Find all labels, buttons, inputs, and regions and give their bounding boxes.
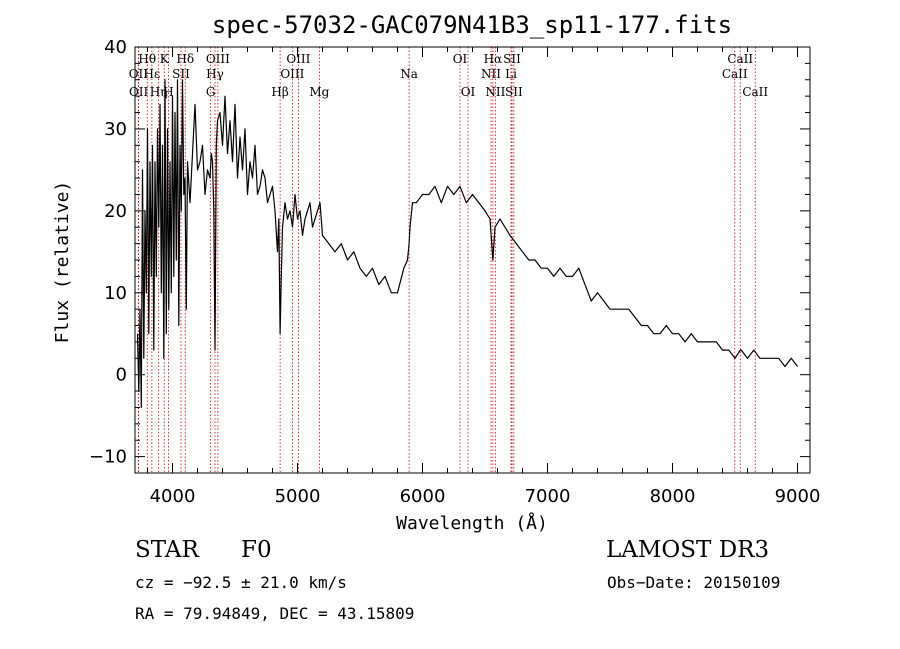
line-label-6: H: [163, 85, 173, 99]
y-axis-label: Flux (relative): [52, 181, 73, 344]
line-label-0: OII: [129, 67, 149, 81]
obs-date: Obs−Date: 20150109: [607, 573, 781, 592]
y-tick-label: 0: [116, 365, 127, 386]
line-label-7: SII: [172, 67, 190, 81]
line-label-5: K: [160, 52, 170, 66]
survey-name: LAMOST DR3: [606, 537, 770, 563]
line-label-14: OIII: [280, 67, 304, 81]
x-tick-label: 4000: [150, 486, 196, 507]
line-label-13: OIII: [286, 52, 310, 66]
y-tick-label: 40: [104, 37, 127, 58]
x-axis-label: Wavelength (Å): [396, 512, 548, 534]
line-label-23: Li: [505, 67, 517, 81]
line-label-17: OI: [453, 52, 468, 66]
line-label-24: SII: [505, 85, 523, 99]
axis-ticks: [135, 46, 810, 473]
ra-dec-coordinates: RA = 79.94849, DEC = 43.15809: [135, 604, 415, 623]
x-tick-label: 5000: [275, 486, 321, 507]
plot-frame: [134, 46, 811, 474]
x-tick-label: 6000: [400, 486, 446, 507]
y-tick-label: 30: [104, 119, 127, 140]
line-label-21: NII: [485, 85, 505, 99]
object-class: STAR: [135, 537, 199, 563]
subclass: F0: [241, 537, 272, 563]
line-label-22: SII: [503, 52, 521, 66]
line-label-9: OIII: [206, 52, 230, 66]
line-label-8: Hδ: [176, 52, 194, 66]
y-tick-label: 10: [104, 283, 127, 304]
line-label-26: CaII: [722, 67, 748, 81]
y-tick-label: −10: [89, 447, 127, 468]
line-label-20: NII: [481, 67, 501, 81]
line-label-18: OI: [461, 85, 476, 99]
line-label-11: G: [206, 85, 216, 99]
line-label-16: Na: [400, 67, 418, 81]
line-markers: [137, 47, 756, 473]
line-label-4: Hη: [150, 85, 168, 99]
y-tick-label: 20: [104, 201, 127, 222]
redshift-cz: cz = −92.5 ± 21.0 km/s: [135, 573, 347, 592]
line-label-10: Hγ: [206, 67, 224, 81]
line-label-27: CaII: [742, 85, 768, 99]
line-label-19: Hα: [484, 52, 503, 66]
x-tick-label: 7000: [525, 486, 571, 507]
line-label-1: OII: [129, 85, 149, 99]
line-label-15: Mg: [309, 85, 329, 99]
x-tick-label: 9000: [775, 486, 821, 507]
line-label-12: Hβ: [271, 85, 288, 99]
chart-title: spec-57032-GAC079N41B3_sp11-177.fits: [212, 11, 732, 39]
line-label-25: CaII: [727, 52, 753, 66]
line-label-3: Hε: [144, 67, 161, 81]
flux-series-line: [136, 79, 798, 409]
x-tick-label: 8000: [650, 486, 696, 507]
line-label-2: Hθ: [138, 52, 156, 66]
axis-tick-labels: 4000 5000 6000 7000 8000 9000 −10 0 10 20 30 40: [89, 37, 820, 507]
